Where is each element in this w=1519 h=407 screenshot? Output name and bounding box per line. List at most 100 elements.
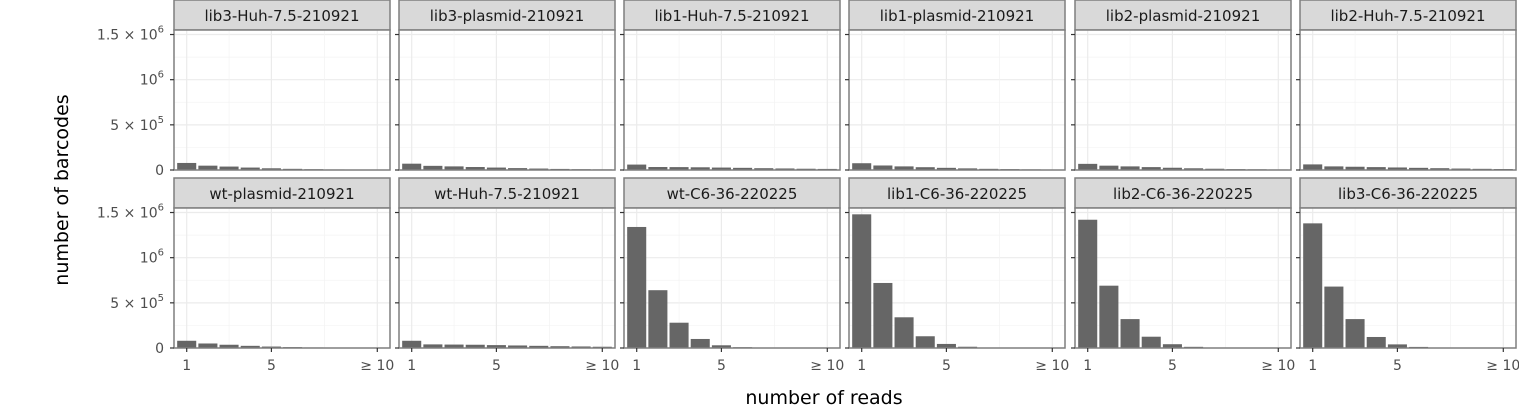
bar	[198, 165, 218, 170]
panel-border	[848, 207, 1066, 349]
panel-border	[398, 29, 616, 171]
facet-label: lib2-C6-36-220225	[1113, 185, 1253, 203]
x-tick-label: 5	[267, 358, 276, 374]
x-axis-title: number of reads	[745, 387, 902, 407]
y-tick-label: 5 × 105	[110, 293, 164, 312]
bar	[852, 214, 872, 348]
x-tick-label: ≥ 10	[1486, 358, 1519, 374]
facet-label: lib3-Huh-7.5-210921	[204, 7, 359, 25]
facet-label: lib2-plasmid-210921	[1106, 7, 1260, 25]
bar	[529, 345, 549, 348]
panel-border	[1299, 29, 1517, 171]
facet-panel: lib3-Huh-7.5-210921 0 5 × 105 106 1.5 × 106	[97, 0, 391, 179]
bar	[915, 336, 935, 348]
bar	[669, 322, 689, 348]
bar	[1184, 168, 1204, 170]
facet-strip	[1299, 177, 1517, 209]
facet-panel: lib1-Huh-7.5-210921	[620, 0, 841, 171]
y-tick-label: 106	[140, 70, 164, 89]
plot-area	[1300, 30, 1516, 170]
bar	[1324, 286, 1344, 348]
bar	[1162, 344, 1182, 348]
bar	[1099, 285, 1119, 348]
facet-label: lib1-C6-36-220225	[887, 185, 1027, 203]
facet-strip	[623, 0, 841, 31]
bar	[1387, 167, 1407, 170]
facet-label: lib3-C6-36-220225	[1338, 185, 1478, 203]
bar	[894, 166, 914, 170]
bar	[690, 167, 710, 170]
bar	[711, 167, 731, 170]
x-tick-label: ≥ 10	[810, 358, 844, 374]
bar	[240, 167, 260, 170]
bar	[754, 168, 774, 170]
bar	[1366, 336, 1386, 348]
facet-panel: lib2-plasmid-210921	[1071, 0, 1292, 171]
bar	[1345, 166, 1365, 170]
bar	[733, 167, 753, 170]
panel-border	[173, 29, 391, 171]
bar	[444, 166, 464, 170]
bar	[240, 345, 260, 348]
bar	[627, 226, 647, 348]
bar	[648, 167, 668, 170]
panel-border	[623, 207, 841, 349]
x-tick-label: 1	[857, 358, 866, 374]
facet-panel: lib2-Huh-7.5-210921	[1296, 0, 1517, 171]
y-tick-label: 1.5 × 106	[97, 203, 164, 222]
x-tick-label: 1	[1308, 358, 1317, 374]
bar	[1409, 167, 1429, 170]
x-tick-label: 5	[1168, 358, 1177, 374]
bar	[894, 317, 914, 348]
x-tick-label: 1	[632, 358, 641, 374]
x-tick-label: 5	[492, 358, 501, 374]
facet-label: lib3-plasmid-210921	[430, 7, 584, 25]
plot-area	[1075, 30, 1291, 170]
plot-area	[174, 208, 390, 348]
bar	[550, 346, 570, 348]
x-tick-label: ≥ 10	[585, 358, 619, 374]
bar	[423, 344, 443, 348]
y-tick-label: 106	[140, 248, 164, 267]
bar	[1120, 166, 1140, 170]
bar	[1141, 336, 1161, 348]
bar	[444, 344, 464, 348]
bar	[669, 167, 689, 170]
panel-border	[398, 207, 616, 349]
facet-strip	[1074, 0, 1292, 31]
facet-label: lib1-Huh-7.5-210921	[654, 7, 809, 25]
facet-strip	[1299, 0, 1517, 31]
facet-panel: wt-C6-36-220225 1 5 ≥ 10	[620, 177, 844, 374]
facet-panel: lib1-C6-36-220225 1 5 ≥ 10	[845, 177, 1069, 374]
y-tick-label: 1.5 × 106	[97, 25, 164, 44]
x-tick-label: 1	[182, 358, 191, 374]
x-tick-label: 5	[717, 358, 726, 374]
bar	[1120, 319, 1140, 348]
bar	[486, 167, 506, 170]
y-tick-label: 0	[155, 163, 164, 179]
bar	[1303, 223, 1323, 348]
y-axis-title: number of barcodes	[51, 94, 73, 285]
bar	[1078, 163, 1098, 170]
bar	[873, 282, 893, 348]
x-tick-label: ≥ 10	[360, 358, 394, 374]
bar	[627, 164, 647, 170]
facet-strip	[173, 0, 391, 31]
facet-panel: wt-Huh-7.5-210921 1 5 ≥ 10	[395, 177, 619, 374]
bar	[571, 346, 591, 348]
facet-label: lib1-plasmid-210921	[880, 7, 1034, 25]
x-tick-label: ≥ 10	[1035, 358, 1069, 374]
bar	[261, 168, 281, 170]
bar	[1345, 319, 1365, 348]
bar	[1366, 167, 1386, 170]
bar	[1324, 166, 1344, 170]
bar	[1162, 167, 1182, 170]
bar	[1141, 167, 1161, 170]
facet-panels: lib3-Huh-7.5-210921 0 5 × 105 106 1.5 × 106 l…	[97, 0, 1519, 374]
bar	[465, 344, 485, 348]
bar	[873, 165, 893, 170]
facet-panel: lib3-plasmid-210921	[395, 0, 616, 171]
panel-border	[1074, 29, 1292, 171]
plot-area	[174, 30, 390, 170]
